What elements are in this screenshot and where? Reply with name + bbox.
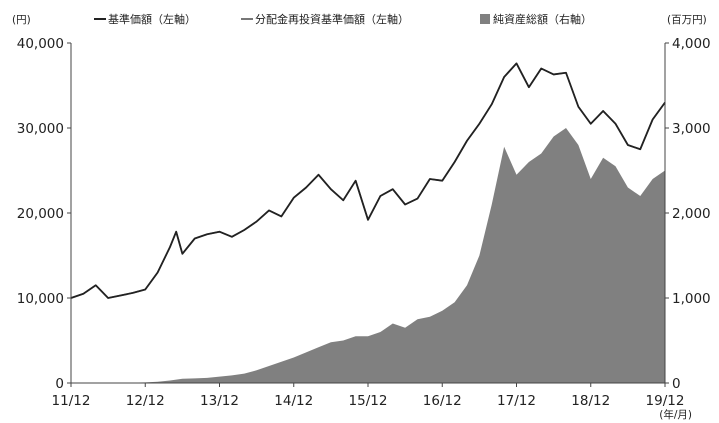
left-tick-label: 30,000 [17,121,64,137]
left-tick-label: 20,000 [17,206,64,222]
x-tick-label: 13/12 [200,393,239,409]
legend-label-net-assets: 純資産総額（右軸） [493,12,592,26]
x-tick-label: 19/12 [646,393,685,409]
net-assets-area [71,128,665,383]
right-tick-label: 2,000 [672,206,711,222]
x-axis-unit: (年/月) [659,408,692,421]
x-tick-label: 17/12 [497,393,536,409]
legend-label-reinvested: 分配金再投資基準価額（左軸） [255,12,409,26]
left-axis-unit: (円) [12,14,31,26]
x-tick-label: 11/12 [52,393,91,409]
left-tick-label: 10,000 [17,291,64,307]
price-lines-layer [70,62,666,299]
x-tick-label: 18/12 [571,393,610,409]
legend-square-net-assets-marker [480,14,490,24]
right-axis-unit: (百万円) [667,14,707,26]
right-tick-label: 0 [672,376,681,392]
legend-label-nav: 基準価額（左軸） [108,12,196,26]
x-tick-label: 14/12 [274,393,313,409]
nav-line [70,62,666,299]
x-tick-label: 16/12 [423,393,462,409]
net-assets-area-layer [71,128,665,383]
left-tick-label: 0 [55,376,64,392]
x-tick-label: 12/12 [126,393,165,409]
right-tick-label: 3,000 [672,121,711,137]
x-tick-label: 15/12 [349,393,388,409]
tick-labels: 11/12 12/12 13/12 14/12 15/12 16/12 17/12 18/12… [17,36,711,409]
right-tick-label: 1,000 [672,291,711,307]
left-tick-label: 40,000 [17,36,64,52]
right-tick-label: 4,000 [672,36,711,52]
legend: 基準価額（左軸） 分配金再投資基準価額（左軸） 純資産総額（右軸） [94,12,592,26]
